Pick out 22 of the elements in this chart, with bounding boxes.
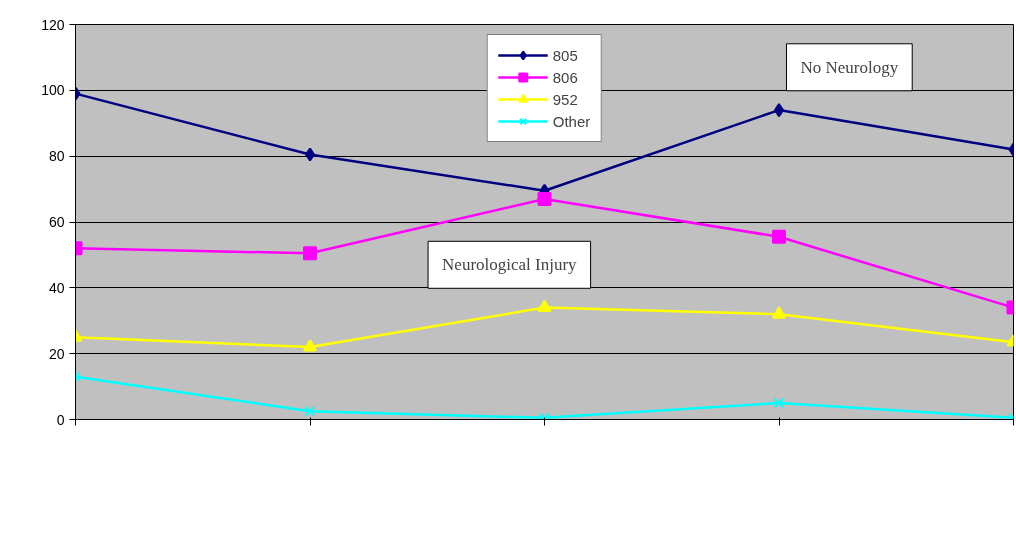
point: [772, 229, 786, 244]
annotation: Neurological Injury: [442, 255, 578, 275]
y-tick-label: 20: [48, 345, 65, 362]
point: [537, 299, 552, 313]
point: [304, 406, 316, 417]
legend-label: 952: [552, 90, 578, 108]
point: [303, 339, 317, 352]
y-tick-label: 80: [48, 148, 65, 165]
point: [539, 412, 550, 420]
legend-label: Other: [552, 112, 591, 130]
point: [537, 191, 552, 206]
legend-label: 806: [552, 68, 578, 86]
annotation: No Neurology: [800, 57, 899, 77]
y-tick-label: 100: [41, 82, 65, 99]
y-tick-label: 120: [41, 16, 65, 33]
y-tick-label: 60: [48, 214, 65, 230]
point: [772, 306, 786, 319]
point: [303, 246, 317, 261]
point: [773, 397, 785, 409]
y-tick-label: 40: [48, 279, 65, 296]
legend-label: 805: [552, 46, 578, 64]
y-tick-label: 0: [56, 411, 65, 428]
